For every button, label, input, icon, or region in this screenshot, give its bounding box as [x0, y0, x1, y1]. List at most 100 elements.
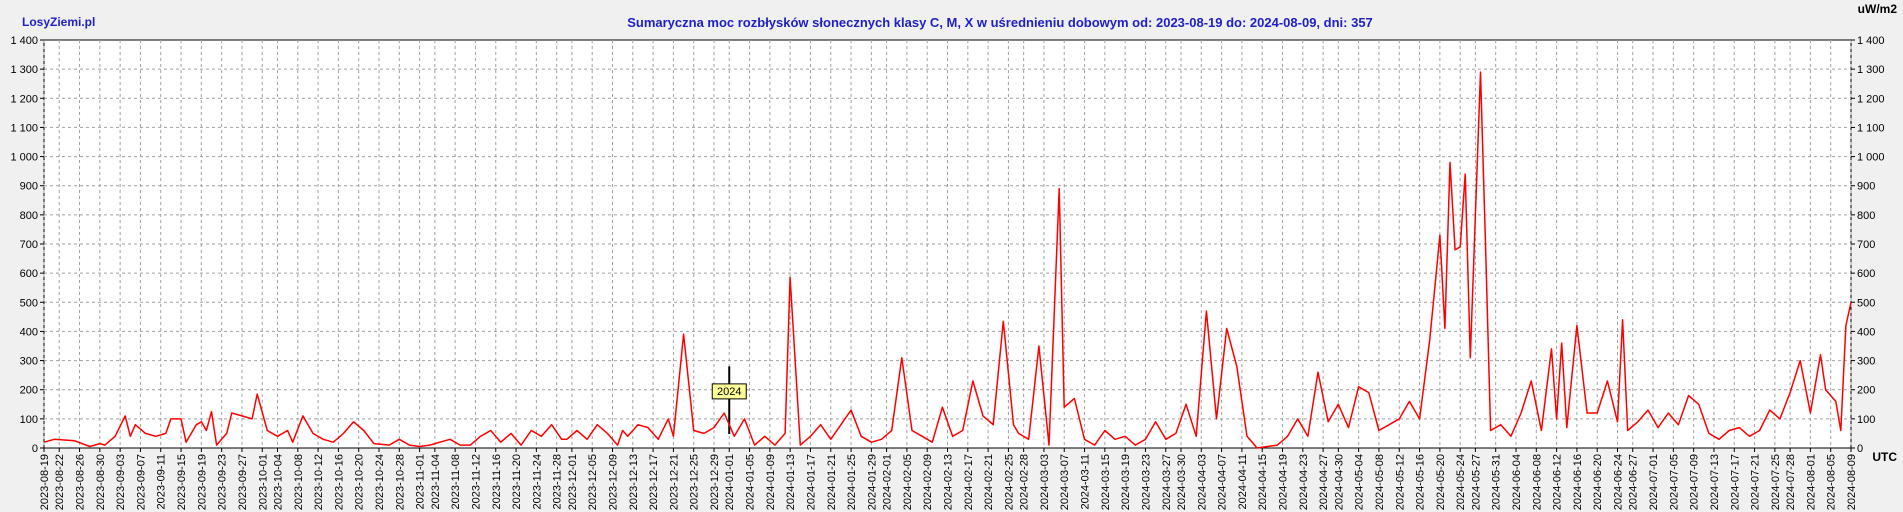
annotations: 2024: [711, 366, 747, 434]
x-tick-label: 2024-02-05: [902, 454, 914, 510]
x-tick-label: 2024-02-25: [1003, 454, 1015, 510]
x-tick-label: 2023-09-11: [156, 454, 168, 509]
x-tick-label: 2024-02-28: [1019, 454, 1031, 510]
x-tick-label: 2024-04-30: [1333, 454, 1345, 510]
x-tick-label: 2023-09-19: [196, 454, 208, 510]
x-tick-label: 2023-12-13: [628, 454, 640, 510]
x-tick-label: 2023-09-03: [115, 454, 127, 510]
x-tick-label: 2023-08-19: [39, 454, 51, 510]
x-tick-label: 2024-04-07: [1217, 454, 1229, 510]
x-tick-label: 2024-05-16: [1415, 454, 1427, 510]
y-tick-label-left: 900: [20, 181, 38, 193]
x-tick-label: 2024-06-16: [1572, 454, 1584, 510]
x-tick-label: 2024-01-25: [846, 454, 858, 510]
y-tick-label-right: 800: [1857, 210, 1875, 222]
x-tick-label: 2023-09-07: [135, 454, 147, 510]
unit-label: uW/m2: [1858, 2, 1898, 16]
y-tick-label-left: 100: [20, 414, 38, 426]
y-tick-label-right: 200: [1857, 385, 1875, 397]
year-marker-label: 2024: [717, 386, 741, 398]
x-tick-label: 2023-11-24: [531, 454, 543, 509]
x-tick-label: 2024-04-23: [1298, 454, 1310, 510]
timezone-label: UTC: [1872, 450, 1897, 464]
x-tick-label: 2023-12-05: [587, 454, 599, 510]
x-tick-label: 2023-10-16: [333, 454, 345, 510]
chart-title: Sumaryczna moc rozbłysków słonecznych kl…: [627, 15, 1373, 30]
x-axis: 2023-08-19 2023-08-22 2023-08-26 2023-08-30…: [39, 448, 1858, 510]
y-tick-label-left: 1 100: [10, 122, 38, 134]
x-tick-label: 2024-06-20: [1592, 454, 1604, 510]
x-tick-label: 2023-08-22: [54, 454, 66, 510]
x-tick-label: 2024-05-08: [1374, 454, 1386, 510]
y-tick-label-right: 300: [1857, 356, 1875, 368]
x-tick-label: 2024-02-01: [882, 454, 894, 510]
x-tick-label: 2023-11-01: [415, 454, 427, 509]
x-tick-label: 2023-12-09: [607, 454, 619, 510]
x-tick-label: 2024-07-21: [1750, 454, 1762, 510]
x-tick-label: 2024-02-17: [963, 454, 975, 510]
y-tick-label-left: 1 300: [10, 64, 38, 76]
y-tick-label-right: 700: [1857, 239, 1875, 251]
year-marker-box: [711, 383, 747, 400]
x-tick-label: 2024-06-04: [1511, 454, 1523, 510]
x-tick-label: 2024-04-15: [1257, 454, 1269, 510]
x-tick-label: 2023-11-16: [491, 454, 503, 509]
x-tick-label: 2024-08-09: [1846, 454, 1858, 510]
x-tick-label: 2024-03-15: [1100, 454, 1112, 510]
x-tick-label: 2023-11-04: [430, 454, 442, 509]
y-tick-label-left: 400: [20, 326, 38, 338]
x-tick-label: 2024-07-01: [1648, 454, 1660, 510]
y-tick-label-left: 500: [20, 297, 38, 309]
x-tick-label: 2024-03-30: [1176, 454, 1188, 510]
x-tick-label: 2024-07-09: [1689, 454, 1701, 510]
x-tick-label: 2024-01-13: [785, 454, 797, 510]
x-tick-label: 2024-07-28: [1785, 454, 1797, 510]
x-tick-label: 2024-07-25: [1770, 454, 1782, 510]
x-tick-label: 2024-06-27: [1628, 454, 1640, 510]
x-tick-label: 2024-05-24: [1455, 454, 1467, 510]
y-tick-label-right: 1 100: [1857, 122, 1885, 134]
x-tick-label: 2024-05-31: [1491, 454, 1503, 510]
y-tick-label-right: 1 300: [1857, 64, 1885, 76]
y-tick-label-right: 600: [1857, 268, 1875, 280]
x-tick-label: 2024-01-17: [805, 454, 817, 510]
x-tick-label: 2023-12-21: [668, 454, 680, 510]
x-tick-label: 2023-09-27: [237, 454, 249, 510]
x-tick-label: 2023-09-23: [217, 454, 229, 510]
x-tick-label: 2024-01-29: [866, 454, 878, 510]
x-tick-label: 2024-07-05: [1668, 454, 1680, 510]
x-tick-label: 2024-06-24: [1613, 454, 1625, 510]
y-tick-label-right: 1 000: [1857, 152, 1885, 164]
x-tick-label: 2024-07-13: [1709, 454, 1721, 510]
x-tick-label: 2024-01-05: [745, 454, 757, 510]
x-tick-label: 2024-01-01: [724, 454, 736, 510]
x-tick-label: 2023-11-08: [450, 454, 462, 509]
y-tick-label-left: 200: [20, 385, 38, 397]
x-tick-label: 2024-03-11: [1080, 454, 1092, 509]
x-tick-label: 2024-08-05: [1826, 454, 1838, 510]
y-tick-label-left: 1 200: [10, 93, 38, 105]
brand-link[interactable]: LosyZiemi.pl: [22, 15, 95, 29]
x-tick-label: 2024-02-13: [943, 454, 955, 510]
y-tick-label-right: 500: [1857, 297, 1875, 309]
x-tick-label: 2024-03-07: [1059, 454, 1071, 510]
x-tick-label: 2024-06-08: [1531, 454, 1543, 510]
x-tick-label: 2023-12-17: [648, 454, 660, 510]
x-tick-label: 2023-11-12: [470, 454, 482, 509]
x-tick-label: 2024-04-03: [1196, 454, 1208, 510]
y-tick-label-right: 1 400: [1857, 35, 1885, 47]
y-tick-label-left: 600: [20, 268, 38, 280]
x-tick-label: 2023-10-04: [272, 454, 284, 510]
x-tick-label: 2024-03-23: [1140, 454, 1152, 510]
x-tick-label: 2024-02-09: [922, 454, 934, 510]
y-tick-label-left: 800: [20, 210, 38, 222]
x-tick-label: 2024-02-21: [983, 454, 995, 510]
y-axis: 0 0 100 100 200 200 300 300 400 400 500 500 600 600 70…: [10, 35, 1884, 455]
y-tick-label-right: 0: [1857, 443, 1863, 455]
x-tick-label: 2024-05-04: [1354, 454, 1366, 510]
x-tick-label: 2023-10-28: [394, 454, 406, 510]
y-tick-label-left: 0: [32, 443, 38, 455]
x-tick-label: 2024-04-19: [1278, 454, 1290, 510]
y-tick-label-right: 1 200: [1857, 93, 1885, 105]
y-tick-label-right: 400: [1857, 326, 1875, 338]
